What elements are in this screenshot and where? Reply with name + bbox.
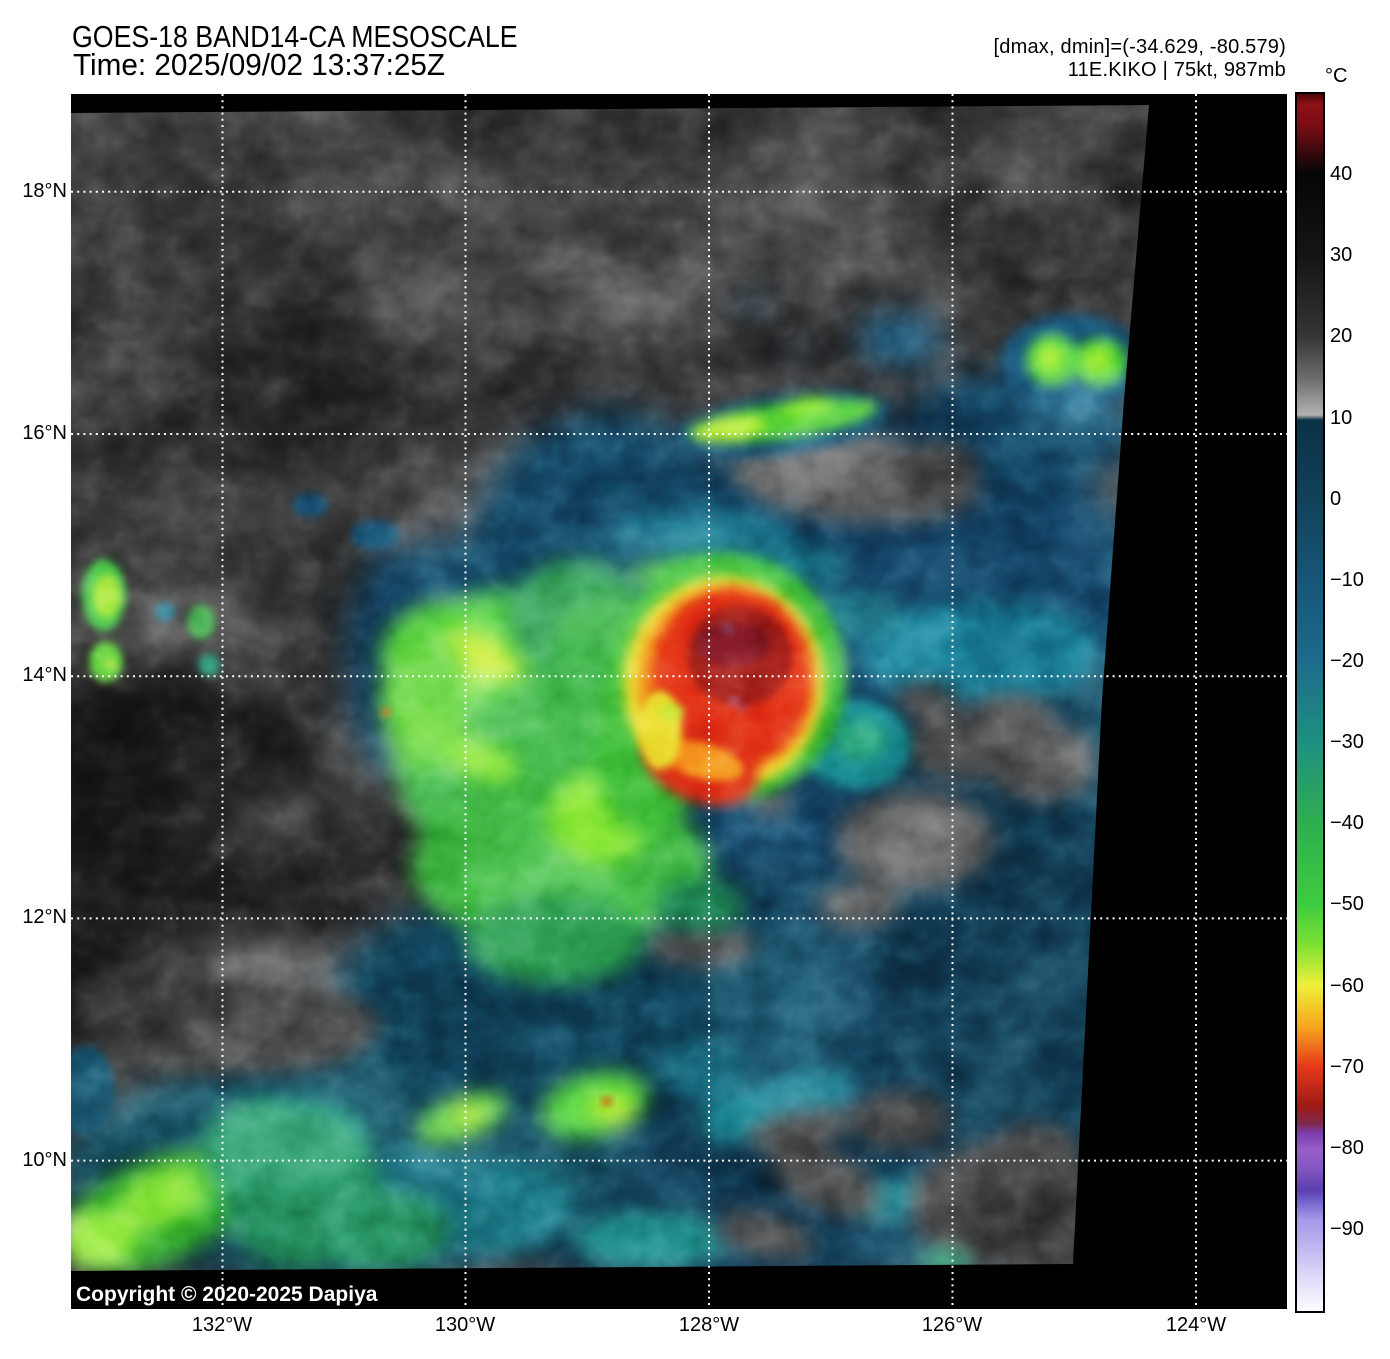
svg-text:Copyright © 2020-2025 Dapiya: Copyright © 2020-2025 Dapiya	[76, 1283, 378, 1306]
